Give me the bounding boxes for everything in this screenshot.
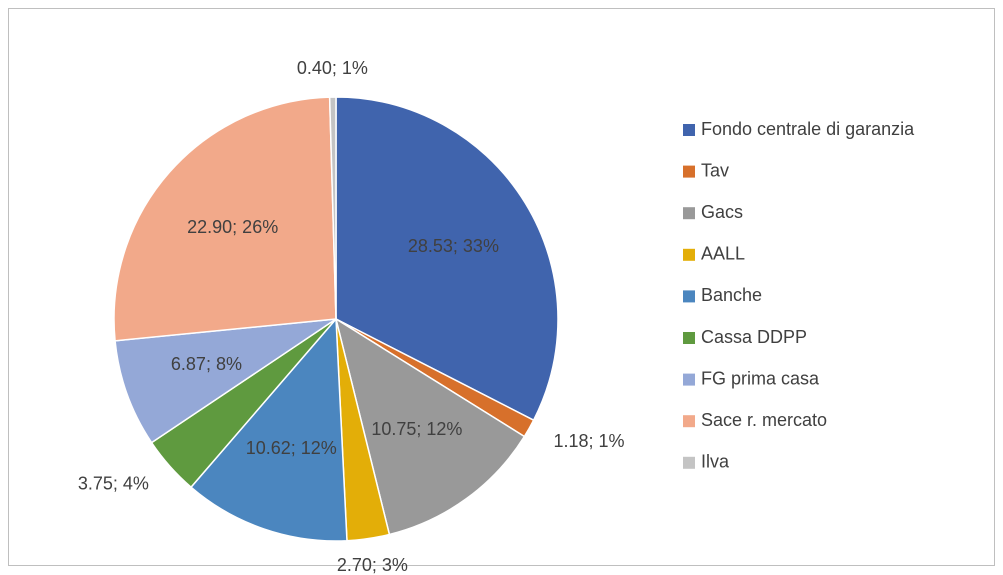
data-label: 10.62; 12% bbox=[246, 438, 337, 458]
legend-swatch bbox=[683, 165, 695, 178]
legend-label: Tav bbox=[701, 160, 729, 180]
legend-label: FG prima casa bbox=[701, 368, 820, 388]
legend-swatch bbox=[683, 124, 695, 136]
pie-slice bbox=[334, 317, 526, 536]
legend-swatch bbox=[683, 415, 695, 428]
data-label: 28.53; 33% bbox=[408, 236, 499, 256]
data-label: 10.75; 12% bbox=[371, 419, 462, 439]
legend-label: AALL bbox=[701, 244, 745, 264]
legend-label: Sace r. mercato bbox=[701, 410, 827, 430]
data-label: 0.40; 1% bbox=[297, 58, 368, 78]
legend-swatch bbox=[683, 373, 695, 386]
data-label: 1.18; 1% bbox=[554, 431, 625, 451]
data-label: 2.70; 3% bbox=[337, 555, 408, 575]
pie-slice bbox=[114, 318, 337, 444]
legend-label: Banche bbox=[701, 285, 762, 305]
legend-swatch bbox=[683, 290, 695, 303]
legend-label: Fondo centrale di garanzia bbox=[701, 119, 915, 139]
legend-label: Cassa DDPP bbox=[701, 327, 807, 347]
legend-swatch bbox=[683, 248, 695, 261]
pie-slice bbox=[328, 96, 337, 320]
legend-swatch bbox=[683, 456, 695, 469]
legend-label: Ilva bbox=[701, 452, 730, 472]
data-label: 6.87; 8% bbox=[171, 354, 242, 374]
pie-slice bbox=[189, 317, 348, 542]
legend-label: Gacs bbox=[701, 202, 743, 222]
pie-slice bbox=[335, 96, 559, 422]
legend-swatch bbox=[683, 207, 695, 220]
data-label: 3.75; 4% bbox=[78, 474, 149, 494]
data-label: 22.90; 26% bbox=[187, 217, 278, 237]
legend-swatch bbox=[683, 332, 695, 344]
pie-slice bbox=[113, 96, 337, 342]
